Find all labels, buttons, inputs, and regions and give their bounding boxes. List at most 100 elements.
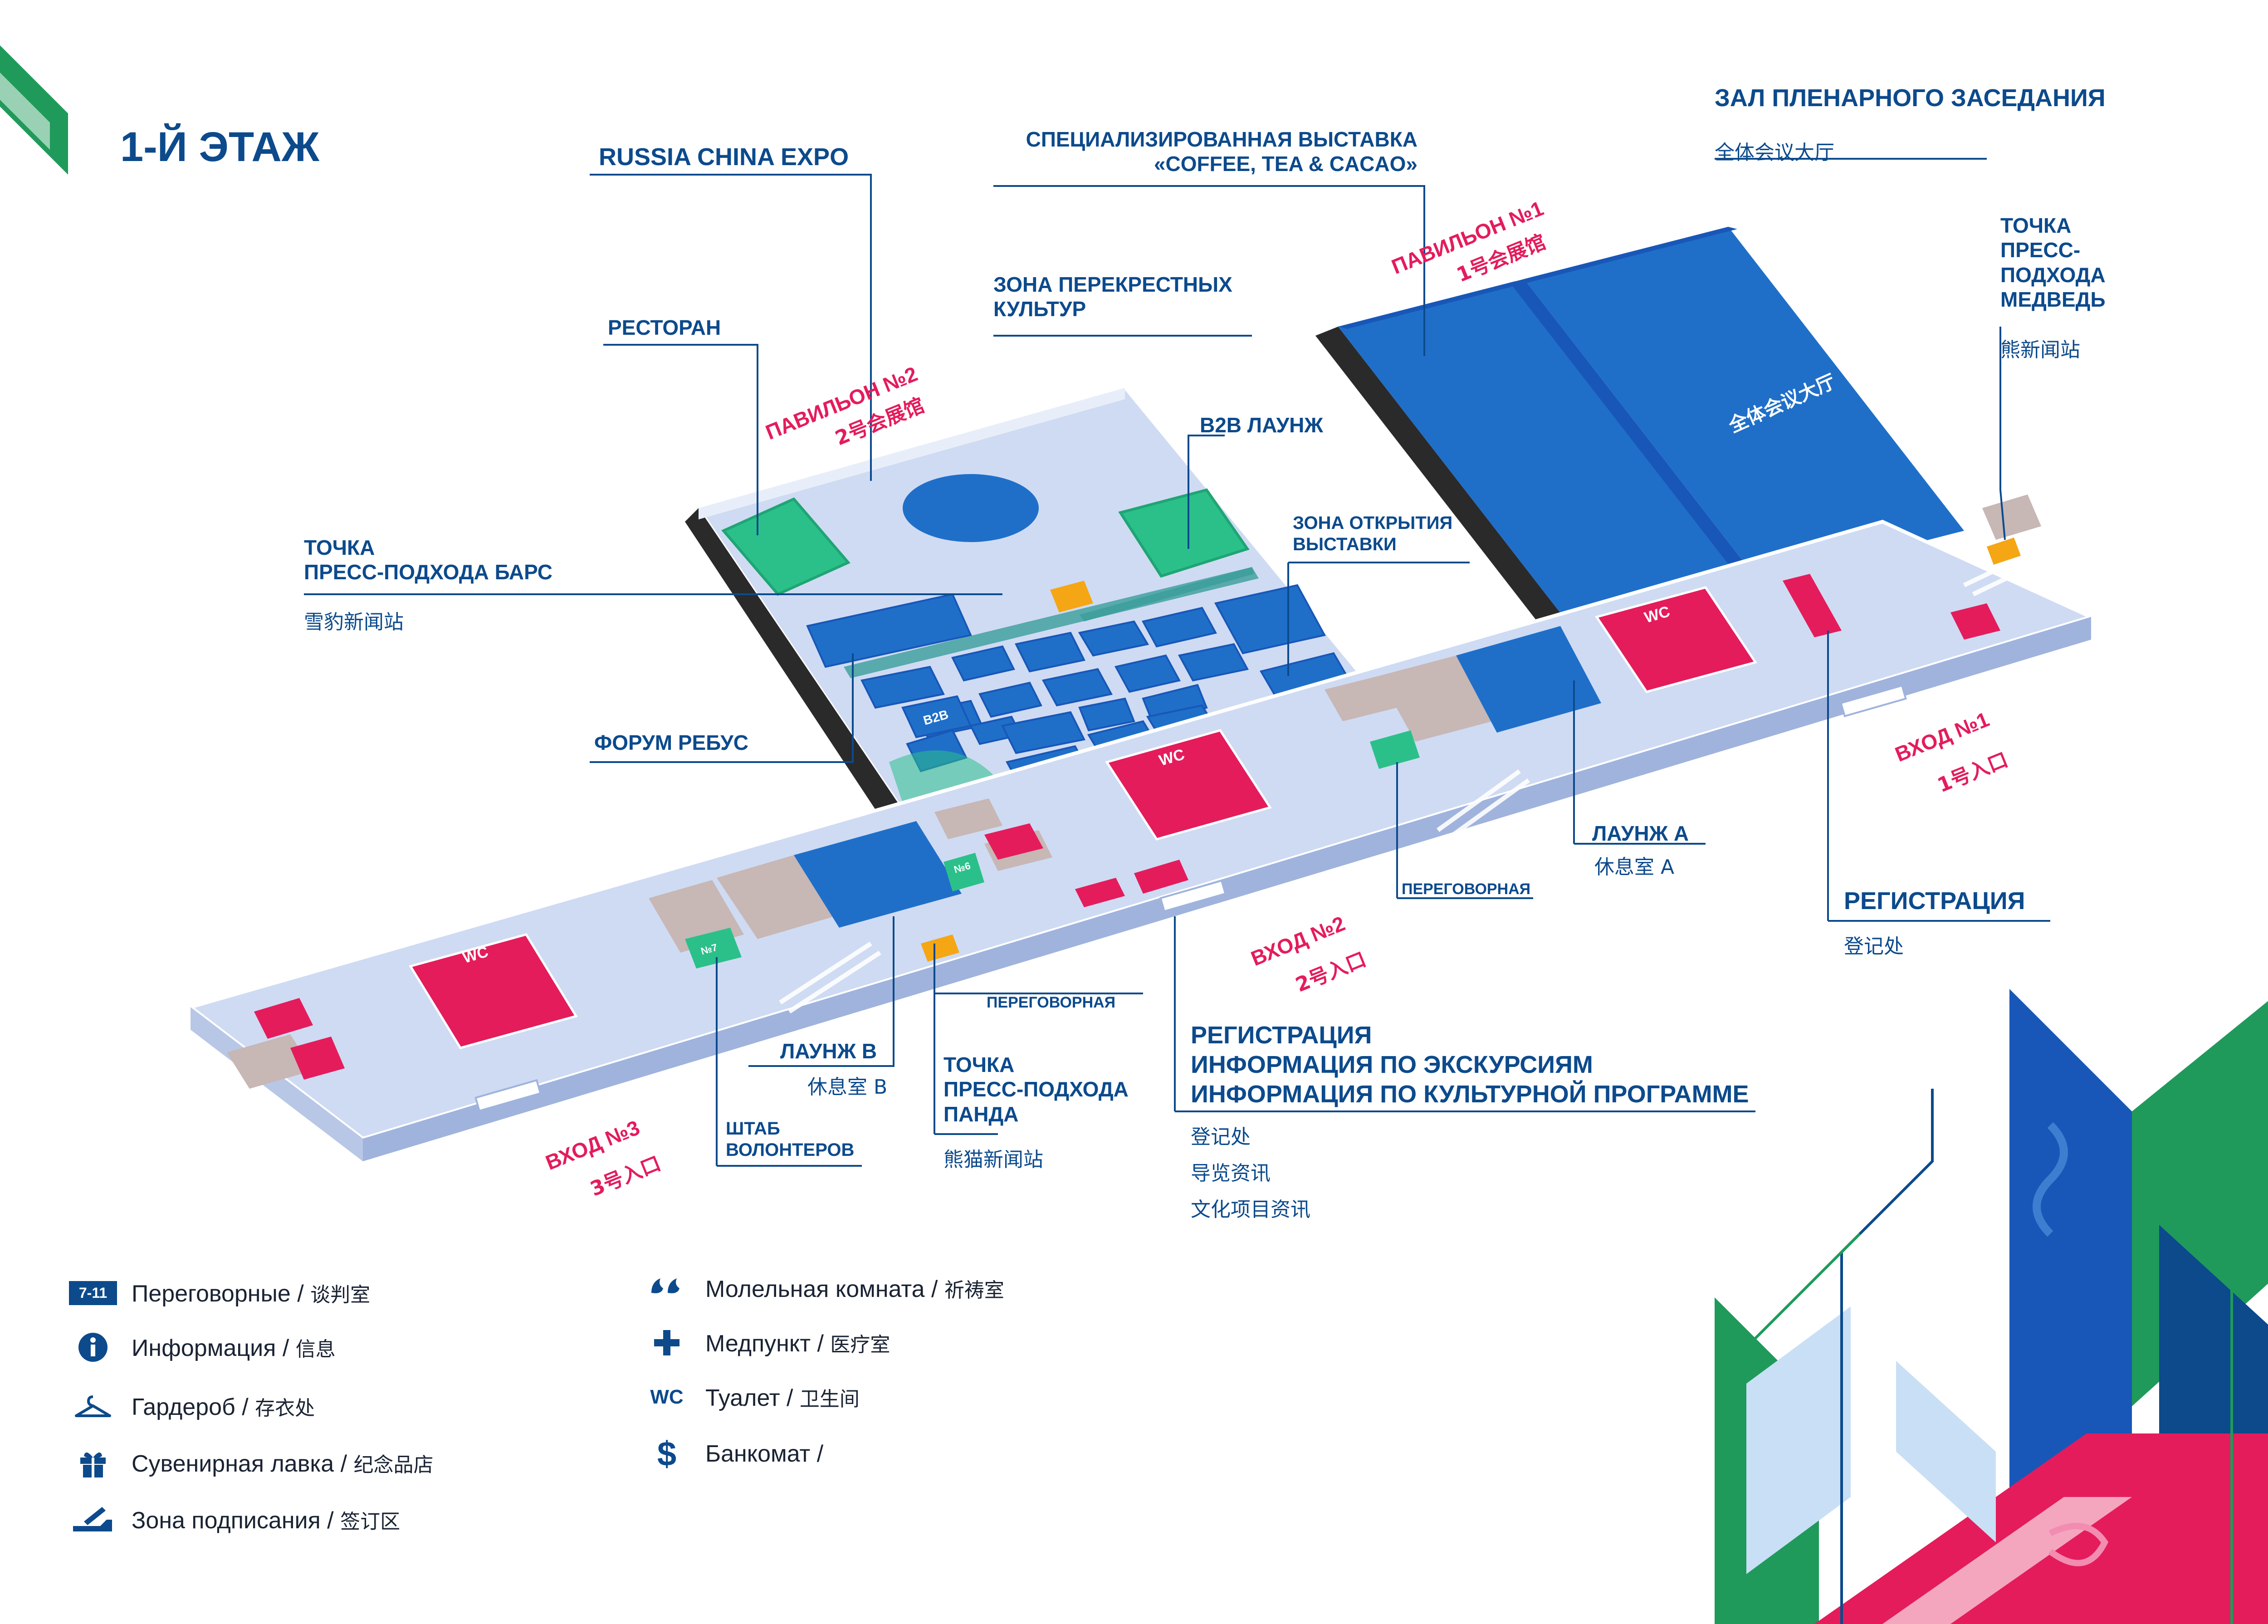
label-meeting-room-2: ПЕРЕГОВОРНАЯ xyxy=(987,994,1116,1011)
pavilion2-top-wall xyxy=(699,388,1125,519)
entrance1-door xyxy=(1840,684,1907,718)
escalators xyxy=(779,533,2079,1014)
hanger-icon xyxy=(64,1388,122,1424)
volunteers-room-7 xyxy=(685,928,742,969)
panda-point-block xyxy=(921,934,959,962)
label-registration-main-cn2: 导览资讯 xyxy=(1191,1162,1271,1185)
legend-label-cn: 祈祷室 xyxy=(944,1279,1004,1302)
label-coffee-tea: СПЕЦИАЛИЗИРОВАННАЯ ВЫСТАВКА «COFFEE, TEA… xyxy=(1026,127,1418,176)
restaurant-block xyxy=(721,497,850,596)
legend-wc-text: WC xyxy=(650,1386,684,1408)
label-registration-main-cn3: 文化项目资讯 xyxy=(1191,1198,1310,1221)
souvenir-block xyxy=(1075,878,1125,907)
gray-block-7 xyxy=(1379,655,1492,742)
label-meeting-room-1: ПЕРЕГОВОРНАЯ xyxy=(1402,880,1531,898)
pavilion2-wall-dark xyxy=(685,508,907,830)
entrance2-door xyxy=(1159,879,1227,913)
label-panda-point-cn: 熊猫新闻站 xyxy=(943,1148,1043,1171)
lounge-b-block xyxy=(794,821,962,928)
gray-block-6 xyxy=(1325,676,1397,721)
legend-label-ru: Сувенирная лавка / xyxy=(132,1451,354,1477)
label-registration-main: РЕГИСТРАЦИЯ ИНФОРМАЦИЯ ПО ЭКСКУРСИЯМ ИНФ… xyxy=(1191,1022,1749,1108)
label-plenary-hall: ЗАЛ ПЛЕНАРНОГО ЗАСЕДАНИЯ xyxy=(1715,84,2106,112)
gray-block-4 xyxy=(934,798,1002,839)
label-lounge-a-cn: 休息室 A xyxy=(1594,856,1675,879)
corner-decor-white xyxy=(0,73,50,150)
legend-item-prayer-room: Молельная комната / 祈祷室 xyxy=(637,1270,1004,1306)
label-bear-point: ТОЧКА ПРЕСС- ПОДХОДА МЕДВЕДЬ xyxy=(2000,214,2106,311)
label-registration-right: РЕГИСТРАЦИЯ xyxy=(1844,887,2025,915)
bars-point-block xyxy=(1050,581,1093,612)
label-bars-point-cn: 雪豹新闻站 xyxy=(304,611,404,634)
legend-label-ru: Туалет / xyxy=(705,1385,800,1411)
legend-item-souvenir-shop: Сувенирная лавка / 纪念品店 xyxy=(64,1445,433,1481)
meeting-room-6 xyxy=(943,853,984,891)
entrance3-door xyxy=(474,1079,542,1112)
label-panda-point: ТОЧКА ПРЕСС-ПОДХОДА ПАНДА xyxy=(943,1053,1129,1126)
pavilion1-hall xyxy=(1338,281,1751,631)
label-forum-rebus: ФОРУМ РЕБУС xyxy=(594,731,748,754)
info-icon xyxy=(64,1329,122,1365)
pavilion1-divider xyxy=(1510,279,1760,587)
legend-label-ru: Медпункт / xyxy=(705,1331,831,1357)
label-cross-cultures: ЗОНА ПЕРЕКРЕСТНЫХ КУЛЬТУР xyxy=(993,273,1232,321)
label-lounge-b: ЛАУНЖ B xyxy=(780,1039,877,1063)
lounge-a-block xyxy=(1456,626,1601,733)
plenary-hall-block xyxy=(1524,227,1964,583)
divider-strip-2 xyxy=(1080,567,1254,621)
legend-label-cn: 纪念品店 xyxy=(353,1453,434,1477)
gray-block-3 xyxy=(717,855,835,939)
meeting-room-green-right xyxy=(1370,730,1420,769)
legend-item-information: Информация / 信息 xyxy=(64,1329,336,1365)
wc-block-left xyxy=(409,933,578,1049)
prayer-icon xyxy=(637,1270,696,1306)
legend-badge-text: 7-11 xyxy=(68,1281,117,1305)
legend-item-meeting-rooms: 7-11 Переговорные / 谈判室 xyxy=(64,1275,370,1311)
label-lounge-a: ЛАУНЖ А xyxy=(1592,822,1689,845)
legend-label-cn: 签订区 xyxy=(340,1510,401,1533)
label-registration-main-cn1: 登记处 xyxy=(1191,1125,1251,1149)
legend-label-ru: Переговорные / xyxy=(132,1281,311,1307)
signing-icon xyxy=(64,1502,122,1538)
label-russia-china-expo: RUSSIA CHINA EXPO xyxy=(599,143,849,171)
gift-icon xyxy=(64,1445,122,1481)
label-plenary-hall-cn: 全体会议大厅 xyxy=(1715,141,1834,164)
corridor-front-wall-2 xyxy=(363,617,2091,1161)
label-b2b-lounge: B2B ЛАУНЖ xyxy=(1200,413,1323,437)
legend-label-cn: 卫生间 xyxy=(799,1388,860,1411)
cloakroom-left xyxy=(254,998,313,1039)
b2b-lounge-block xyxy=(1118,488,1250,578)
meeting-room-badge-icon: 7-11 xyxy=(64,1275,122,1311)
registration-block xyxy=(1783,574,1842,637)
floor-title: 1-Й ЭТАЖ xyxy=(120,124,319,170)
legend-label-ru: Гардероб / xyxy=(132,1394,255,1420)
legend-item-toilet: WC Туалет / 卫生间 xyxy=(637,1379,860,1415)
legend-label-ru: Информация / xyxy=(132,1335,296,1361)
legend-label-cn: 医疗室 xyxy=(830,1333,890,1356)
legend-item-cloakroom: Гардероб / 存衣处 xyxy=(64,1388,315,1424)
legend-label-ru: Зона подписания / xyxy=(132,1507,341,1534)
legend-label-ru: Молельная комната / xyxy=(705,1276,944,1302)
label-volunteers: ШТАБ ВОЛОНТЕРОВ xyxy=(726,1119,855,1160)
plenary-top-edge xyxy=(1338,227,1737,329)
pavilion1-wall-dark xyxy=(1315,327,1574,640)
cloakroom-center xyxy=(984,823,1043,860)
label-opening-zone: ЗОНА ОТКРЫТИЯ ВЫСТАВКИ xyxy=(1293,513,1453,555)
bear-point-block xyxy=(1987,538,2021,565)
prayer-room-left xyxy=(290,1037,345,1080)
label-restaurant: РЕСТОРАН xyxy=(608,316,721,339)
corridor-front-wall xyxy=(191,1007,363,1161)
label-bars-point: ТОЧКА ПРЕСС-ПОДХОДА БАРС xyxy=(304,536,552,584)
ornament-decor xyxy=(1715,989,2268,1624)
legend-label-ru: Банкомат / xyxy=(705,1441,824,1467)
legend-label-cn: 谈判室 xyxy=(310,1283,371,1306)
leader-lines xyxy=(304,158,2050,1167)
legend-label-cn: 存衣处 xyxy=(255,1397,315,1420)
gray-block-8 xyxy=(1982,494,2041,540)
medical-cross-icon xyxy=(637,1325,696,1361)
signing-block xyxy=(1950,603,2000,640)
legend-dollar-text: $ xyxy=(657,1434,677,1473)
cross-cultures-zone xyxy=(903,474,1039,542)
